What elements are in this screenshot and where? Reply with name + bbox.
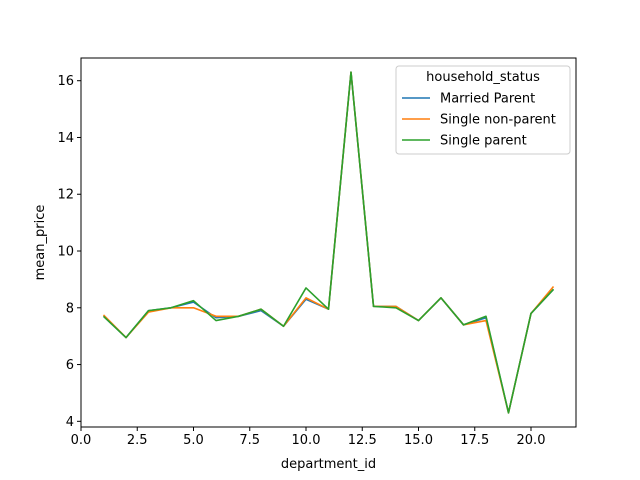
x-tick-label: 15.0 (404, 433, 433, 448)
x-tick-label: 2.5 (127, 433, 148, 448)
y-tick-label: 8 (66, 301, 74, 316)
series-lines (102, 71, 555, 414)
legend-box (395, 65, 571, 155)
legend: household_status Married Parent Single no… (395, 65, 571, 155)
x-axis-label: department_id (281, 457, 376, 472)
x-tick-label: 12.5 (348, 433, 377, 448)
plot-area-frame (80, 57, 577, 428)
legend-items: Married Parent Single non-parent Single pa… (402, 92, 556, 149)
legend-title: household_status (426, 70, 540, 85)
x-tick-label: 0.0 (71, 433, 92, 448)
x-tick-label: 7.5 (239, 433, 260, 448)
x-axis-ticks: 0.0 2.5 5.0 7.5 10.0 12.5 15.0 17.5 20.0 (71, 427, 546, 448)
legend-label: Single parent (440, 134, 527, 149)
legend-label: Married Parent (440, 92, 535, 107)
y-tick-label: 4 (66, 415, 74, 430)
x-tick-label: 10.0 (292, 433, 321, 448)
y-tick-label: 6 (66, 358, 74, 373)
y-tick-label: 16 (57, 74, 74, 89)
x-tick-label: 17.5 (460, 433, 489, 448)
y-axis-label: mean_price (33, 205, 48, 281)
y-tick-label: 14 (57, 131, 74, 146)
legend-label: Single non-parent (440, 113, 556, 128)
x-tick-label: 20.0 (517, 433, 546, 448)
series-line (102, 71, 555, 414)
x-tick-label: 5.0 (183, 433, 204, 448)
y-tick-label: 10 (57, 245, 74, 260)
y-tick-label: 12 (57, 188, 74, 203)
y-axis-ticks: 4 6 8 10 12 14 16 (57, 74, 81, 430)
